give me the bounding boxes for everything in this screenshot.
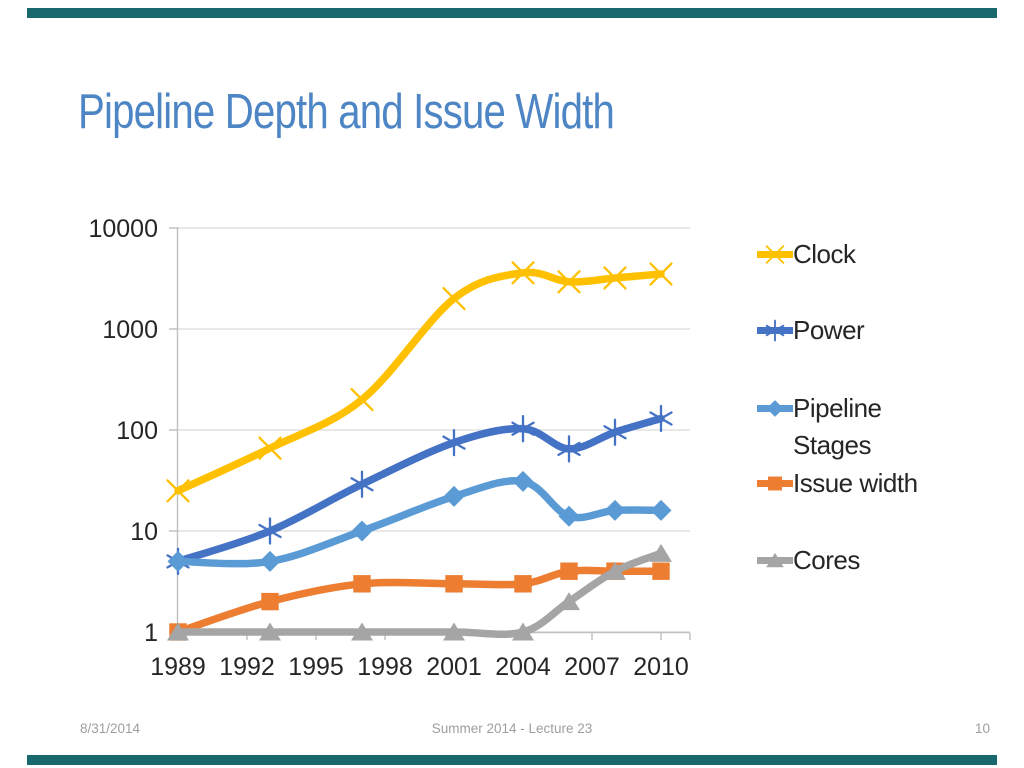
x-axis-label: 2010 — [633, 653, 689, 681]
x-axis: 1989 1992 1995 1998 2001 2004 2007 2010 — [150, 633, 691, 681]
y-axis-label: 10 — [130, 518, 158, 546]
pipeline-stages-line — [174, 477, 665, 568]
legend-label-clock: Clock — [793, 239, 856, 269]
slide-footer: 8/31/2014 Summer 2014 - Lecture 23 10 — [0, 721, 1024, 741]
y-axis-label: 1 — [144, 619, 158, 647]
power-markers — [166, 404, 673, 576]
x-axis-label: 2001 — [426, 653, 482, 681]
legend-label-issue-width: Issue width — [793, 468, 918, 498]
x-axis-label: 1992 — [219, 653, 275, 681]
pipeline-stages-legend-swatch-icon — [757, 400, 793, 417]
accent-bar-top — [27, 8, 997, 18]
series-power — [166, 404, 673, 576]
x-axis-label: 2004 — [495, 653, 551, 681]
footer-date: 8/31/2014 — [80, 721, 141, 736]
legend-item-power: Power — [757, 312, 943, 349]
series-clock — [166, 261, 673, 503]
y-axis-label: 100 — [116, 417, 158, 445]
clock-markers — [166, 261, 673, 503]
accent-bar-bottom — [27, 755, 997, 765]
series-issue-width — [169, 562, 670, 641]
power-line — [174, 414, 665, 566]
series-cores — [167, 543, 672, 641]
chart-legend: Clock Power Pipeline Stages Issue width Core… — [757, 210, 957, 630]
legend-item-issue-width: Issue width — [757, 465, 943, 502]
clock-legend-swatch-icon — [757, 245, 793, 264]
legend-item-clock: Clock — [757, 236, 943, 273]
series-pipeline-stages — [167, 470, 672, 572]
y-gridlines: 1 10 100 1000 10000 — [88, 215, 690, 647]
legend-item-pipeline-stages: Pipeline Stages — [757, 390, 943, 464]
footer-course-label: Summer 2014 - Lecture 23 — [431, 721, 593, 736]
x-axis-label: 1998 — [357, 653, 413, 681]
footer-page-number: 10 — [974, 721, 990, 736]
legend-label-power: Power — [793, 315, 865, 345]
issue-width-legend-swatch-icon — [757, 476, 793, 491]
cores-legend-swatch-icon — [757, 552, 793, 568]
issue-width-line — [174, 566, 665, 636]
legend-label-cores: Cores — [793, 545, 860, 575]
legend-item-cores: Cores — [757, 542, 943, 579]
x-axis-label: 1995 — [288, 653, 344, 681]
x-axis-label: 2007 — [564, 653, 620, 681]
power-legend-swatch-icon — [757, 319, 793, 342]
x-axis-label: 1989 — [150, 653, 206, 681]
pipeline-stages-markers — [167, 470, 672, 572]
cores-markers — [167, 543, 672, 641]
page-title: Pipeline Depth and Issue Width — [78, 85, 615, 139]
y-axis-label: 1000 — [102, 316, 158, 344]
legend-label-pipeline-stages: Pipeline Stages — [793, 393, 882, 460]
y-axis-label: 10000 — [88, 215, 158, 243]
